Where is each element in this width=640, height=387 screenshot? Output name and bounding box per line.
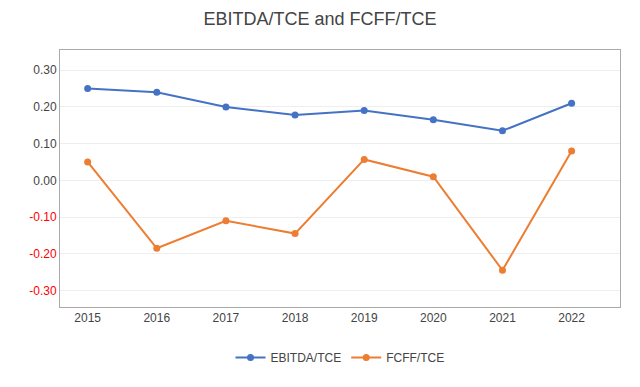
svg-text:2015: 2015 xyxy=(74,311,101,325)
svg-text:2021: 2021 xyxy=(489,311,516,325)
svg-text:0.30: 0.30 xyxy=(33,63,57,77)
svg-text:2018: 2018 xyxy=(282,311,309,325)
svg-text:2022: 2022 xyxy=(558,311,585,325)
svg-text:-0.20: -0.20 xyxy=(29,247,57,261)
svg-text:0.10: 0.10 xyxy=(33,137,57,151)
svg-text:FCFF/TCE: FCFF/TCE xyxy=(386,351,444,365)
svg-text:0.00: 0.00 xyxy=(33,174,57,188)
svg-text:-0.10: -0.10 xyxy=(29,210,57,224)
svg-text:0.20: 0.20 xyxy=(33,100,57,114)
svg-text:2020: 2020 xyxy=(420,311,447,325)
svg-text:EBITDA/TCE and FCFF/TCE: EBITDA/TCE and FCFF/TCE xyxy=(203,9,436,29)
svg-text:-0.30: -0.30 xyxy=(29,284,57,298)
svg-text:EBITDA/TCE: EBITDA/TCE xyxy=(271,351,342,365)
svg-text:2017: 2017 xyxy=(213,311,240,325)
svg-text:2016: 2016 xyxy=(143,311,170,325)
svg-text:2019: 2019 xyxy=(351,311,378,325)
